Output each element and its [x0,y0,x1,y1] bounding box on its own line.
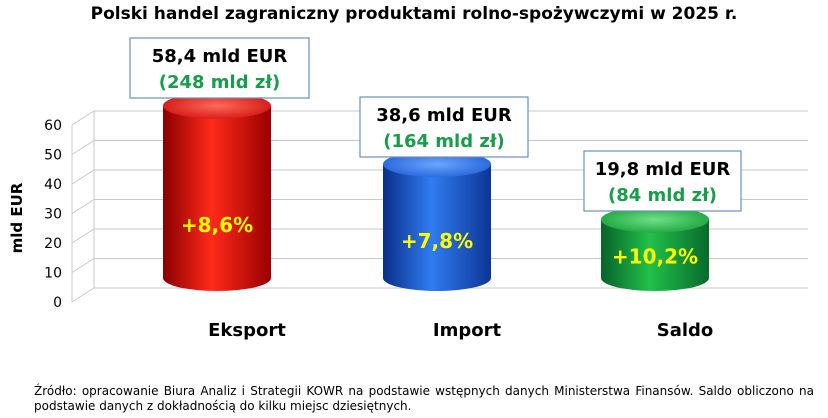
gridline-side [71,140,95,155]
bar-body [601,219,709,291]
change-label: +7,8% [401,229,473,253]
pln-label: (164 mld zł) [383,131,505,152]
change-label: +8,6% [181,213,253,237]
gridline-side [71,110,95,126]
y-tick-label: 20 [44,236,62,252]
y-tick-label: 40 [44,177,62,193]
change-label: +10,2% [612,245,698,269]
bar-eksport [163,92,271,291]
gridline-side [71,258,95,273]
chart-title: Polski handel zagraniczny produktami rol… [90,4,738,24]
y-tick-label: 10 [44,266,62,282]
bar-body [163,105,271,291]
gridline-side [71,169,95,185]
bar-import [383,151,491,291]
value-box [359,96,529,158]
gridline-side [71,199,95,214]
y-tick-label: 50 [44,148,62,164]
y-axis-label: mld EUR [8,182,26,253]
value-label: 19,8 mld EUR [595,159,731,180]
floor-edge [71,287,95,303]
x-tick-label: Import [433,320,502,341]
value-label: 58,4 mld EUR [152,46,288,67]
pln-label: (84 mld zł) [608,185,717,206]
y-tick-label: 60 [44,118,62,134]
bar-top [163,92,271,119]
value-box [583,150,742,212]
bar-top [601,206,709,233]
pln-label: (248 mld zł) [159,72,281,93]
x-tick-label: Saldo [657,320,714,341]
value-label: 38,6 mld EUR [376,105,512,126]
gridline-side [71,228,95,244]
x-tick-label: Eksport [208,320,286,341]
value-box [129,37,310,99]
bar-body [383,164,491,291]
bar-saldo [601,206,709,291]
y-tick-label: 30 [44,207,62,223]
y-tick-label: 0 [53,295,62,311]
source-note: Źródło: opracowanie Biura Analiz i Strat… [34,384,814,413]
bar-top [383,151,491,178]
